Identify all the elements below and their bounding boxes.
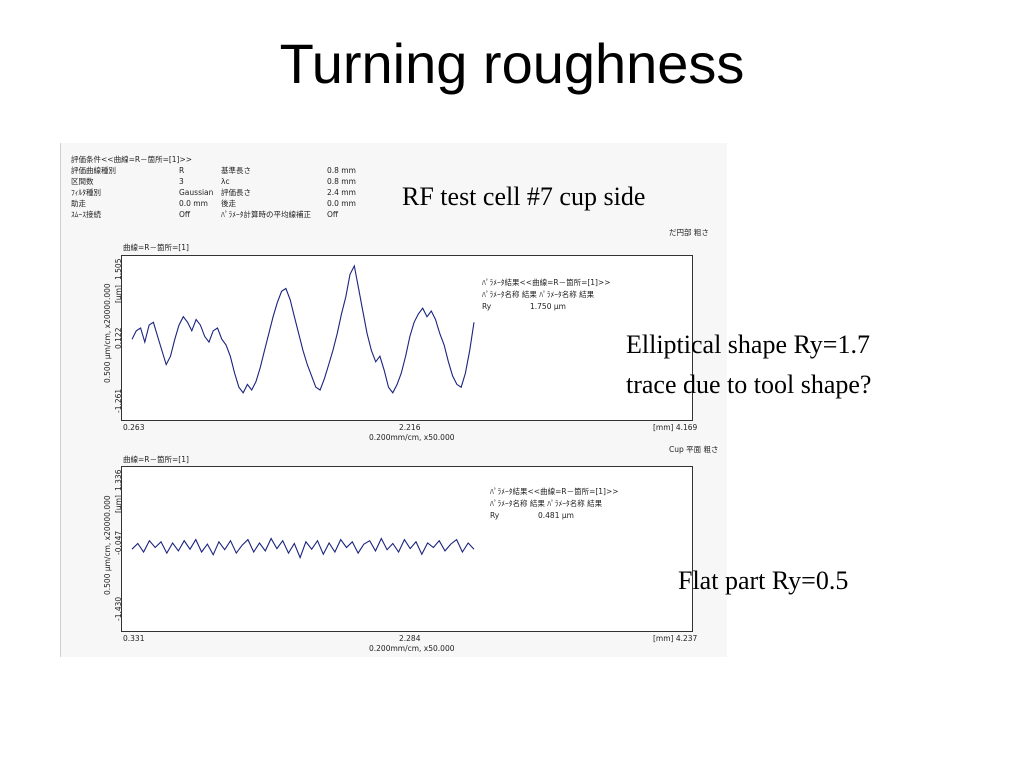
chart2-x-tick-start: 0.331 <box>123 634 145 643</box>
roughness-report-scan: 評価条件<<曲線=R－箇所=[1]>> 評価曲線種別 R 基準長さ 0.8 mm… <box>60 143 727 657</box>
slide-title: Turning roughness <box>279 32 745 95</box>
chart1-trace-line <box>131 264 475 394</box>
cond-label: 評価曲線種別 <box>71 166 116 175</box>
callout-elliptical-line2: trace due to tool shape? <box>626 370 872 399</box>
cond-value2: 0.8 mm <box>327 177 356 186</box>
chart1-y-axis-label: 0.500 μm/cm, x20000.000 <box>103 283 112 383</box>
cond-value: Off <box>179 210 191 219</box>
cond-value2: 0.0 mm <box>327 199 356 208</box>
chart2-x-scale: 0.200mm/cm, x50.000 <box>369 644 455 653</box>
cond-value: 0.0 mm <box>179 199 208 208</box>
chart1-param-value: 1.750 μm <box>530 302 566 311</box>
cond-label: ｽﾑｰｽ接続 <box>71 210 101 219</box>
cond-value2: Off <box>327 210 339 219</box>
chart1-x-tick-end: [mm] 4.169 <box>653 423 698 432</box>
cond-label: 助走 <box>71 199 86 208</box>
chart1-plot-area: ﾊﾟﾗﾒｰﾀ結果<<曲線=R－箇所=[1]>> ﾊﾟﾗﾒｰﾀ名称 結果 ﾊﾟﾗﾒ… <box>121 255 693 421</box>
chart2-curve-label: 曲線=R－箇所=[1] <box>123 455 189 464</box>
cond-label: ﾌｨﾙﾀ種別 <box>71 188 101 197</box>
cond-label2: 評価長さ <box>221 188 251 197</box>
chart2-result-columns: ﾊﾟﾗﾒｰﾀ名称 結果 ﾊﾟﾗﾒｰﾀ名称 結果 <box>490 499 603 508</box>
handwritten-note-flat: Cup 平面 粗さ <box>669 445 719 454</box>
chart1-result-header: ﾊﾟﾗﾒｰﾀ結果<<曲線=R－箇所=[1]>> <box>482 278 611 287</box>
chart2-plot-area: ﾊﾟﾗﾒｰﾀ結果<<曲線=R－箇所=[1]>> ﾊﾟﾗﾒｰﾀ名称 結果 ﾊﾟﾗﾒ… <box>121 466 693 632</box>
cond-value: Gaussian <box>179 188 214 197</box>
callout-elliptical-line1: Elliptical shape Ry=1.7 <box>626 330 870 359</box>
cond-label2: 基準長さ <box>221 166 251 175</box>
cond-label2: ﾊﾟﾗﾒｰﾀ計算時の平均線補正 <box>221 210 311 219</box>
cond-value2: 2.4 mm <box>327 188 356 197</box>
cond-label: 区間数 <box>71 177 94 186</box>
cond-label2: 後走 <box>221 199 236 208</box>
chart2-trace-line <box>131 537 475 560</box>
chart1-param-name: Ry <box>482 302 492 311</box>
chart1-trace-svg <box>131 264 475 394</box>
chart2-x-tick-end: [mm] 4.237 <box>653 634 698 643</box>
cond-value: 3 <box>179 177 184 186</box>
cond-value: R <box>179 166 185 175</box>
conditions-header: 評価条件<<曲線=R－箇所=[1]>> <box>71 155 193 164</box>
chart2-y-axis-label: 0.500 μm/cm, x20000.000 <box>103 495 112 595</box>
chart1-x-tick-mid: 2.216 <box>399 423 421 432</box>
handwritten-note-elliptical: だ円部 粗さ <box>669 228 709 237</box>
chart2-result-header: ﾊﾟﾗﾒｰﾀ結果<<曲線=R－箇所=[1]>> <box>490 487 619 496</box>
chart1-curve-label: 曲線=R－箇所=[1] <box>123 243 189 252</box>
chart2-param-name: Ry <box>490 511 500 520</box>
cond-label2: λc <box>221 177 230 186</box>
chart1-result-columns: ﾊﾟﾗﾒｰﾀ名称 結果 ﾊﾟﾗﾒｰﾀ名称 結果 <box>482 290 595 299</box>
cond-value2: 0.8 mm <box>327 166 356 175</box>
chart1-x-tick-start: 0.263 <box>123 423 145 432</box>
callout-test-cell: RF test cell #7 cup side <box>402 182 646 211</box>
chart1-x-scale: 0.200mm/cm, x50.000 <box>369 433 455 442</box>
chart2-param-value: 0.481 μm <box>538 511 574 520</box>
chart2-trace-svg <box>131 537 475 560</box>
callout-flat-part: Flat part Ry=0.5 <box>678 566 849 595</box>
chart2-x-tick-mid: 2.284 <box>399 634 421 643</box>
